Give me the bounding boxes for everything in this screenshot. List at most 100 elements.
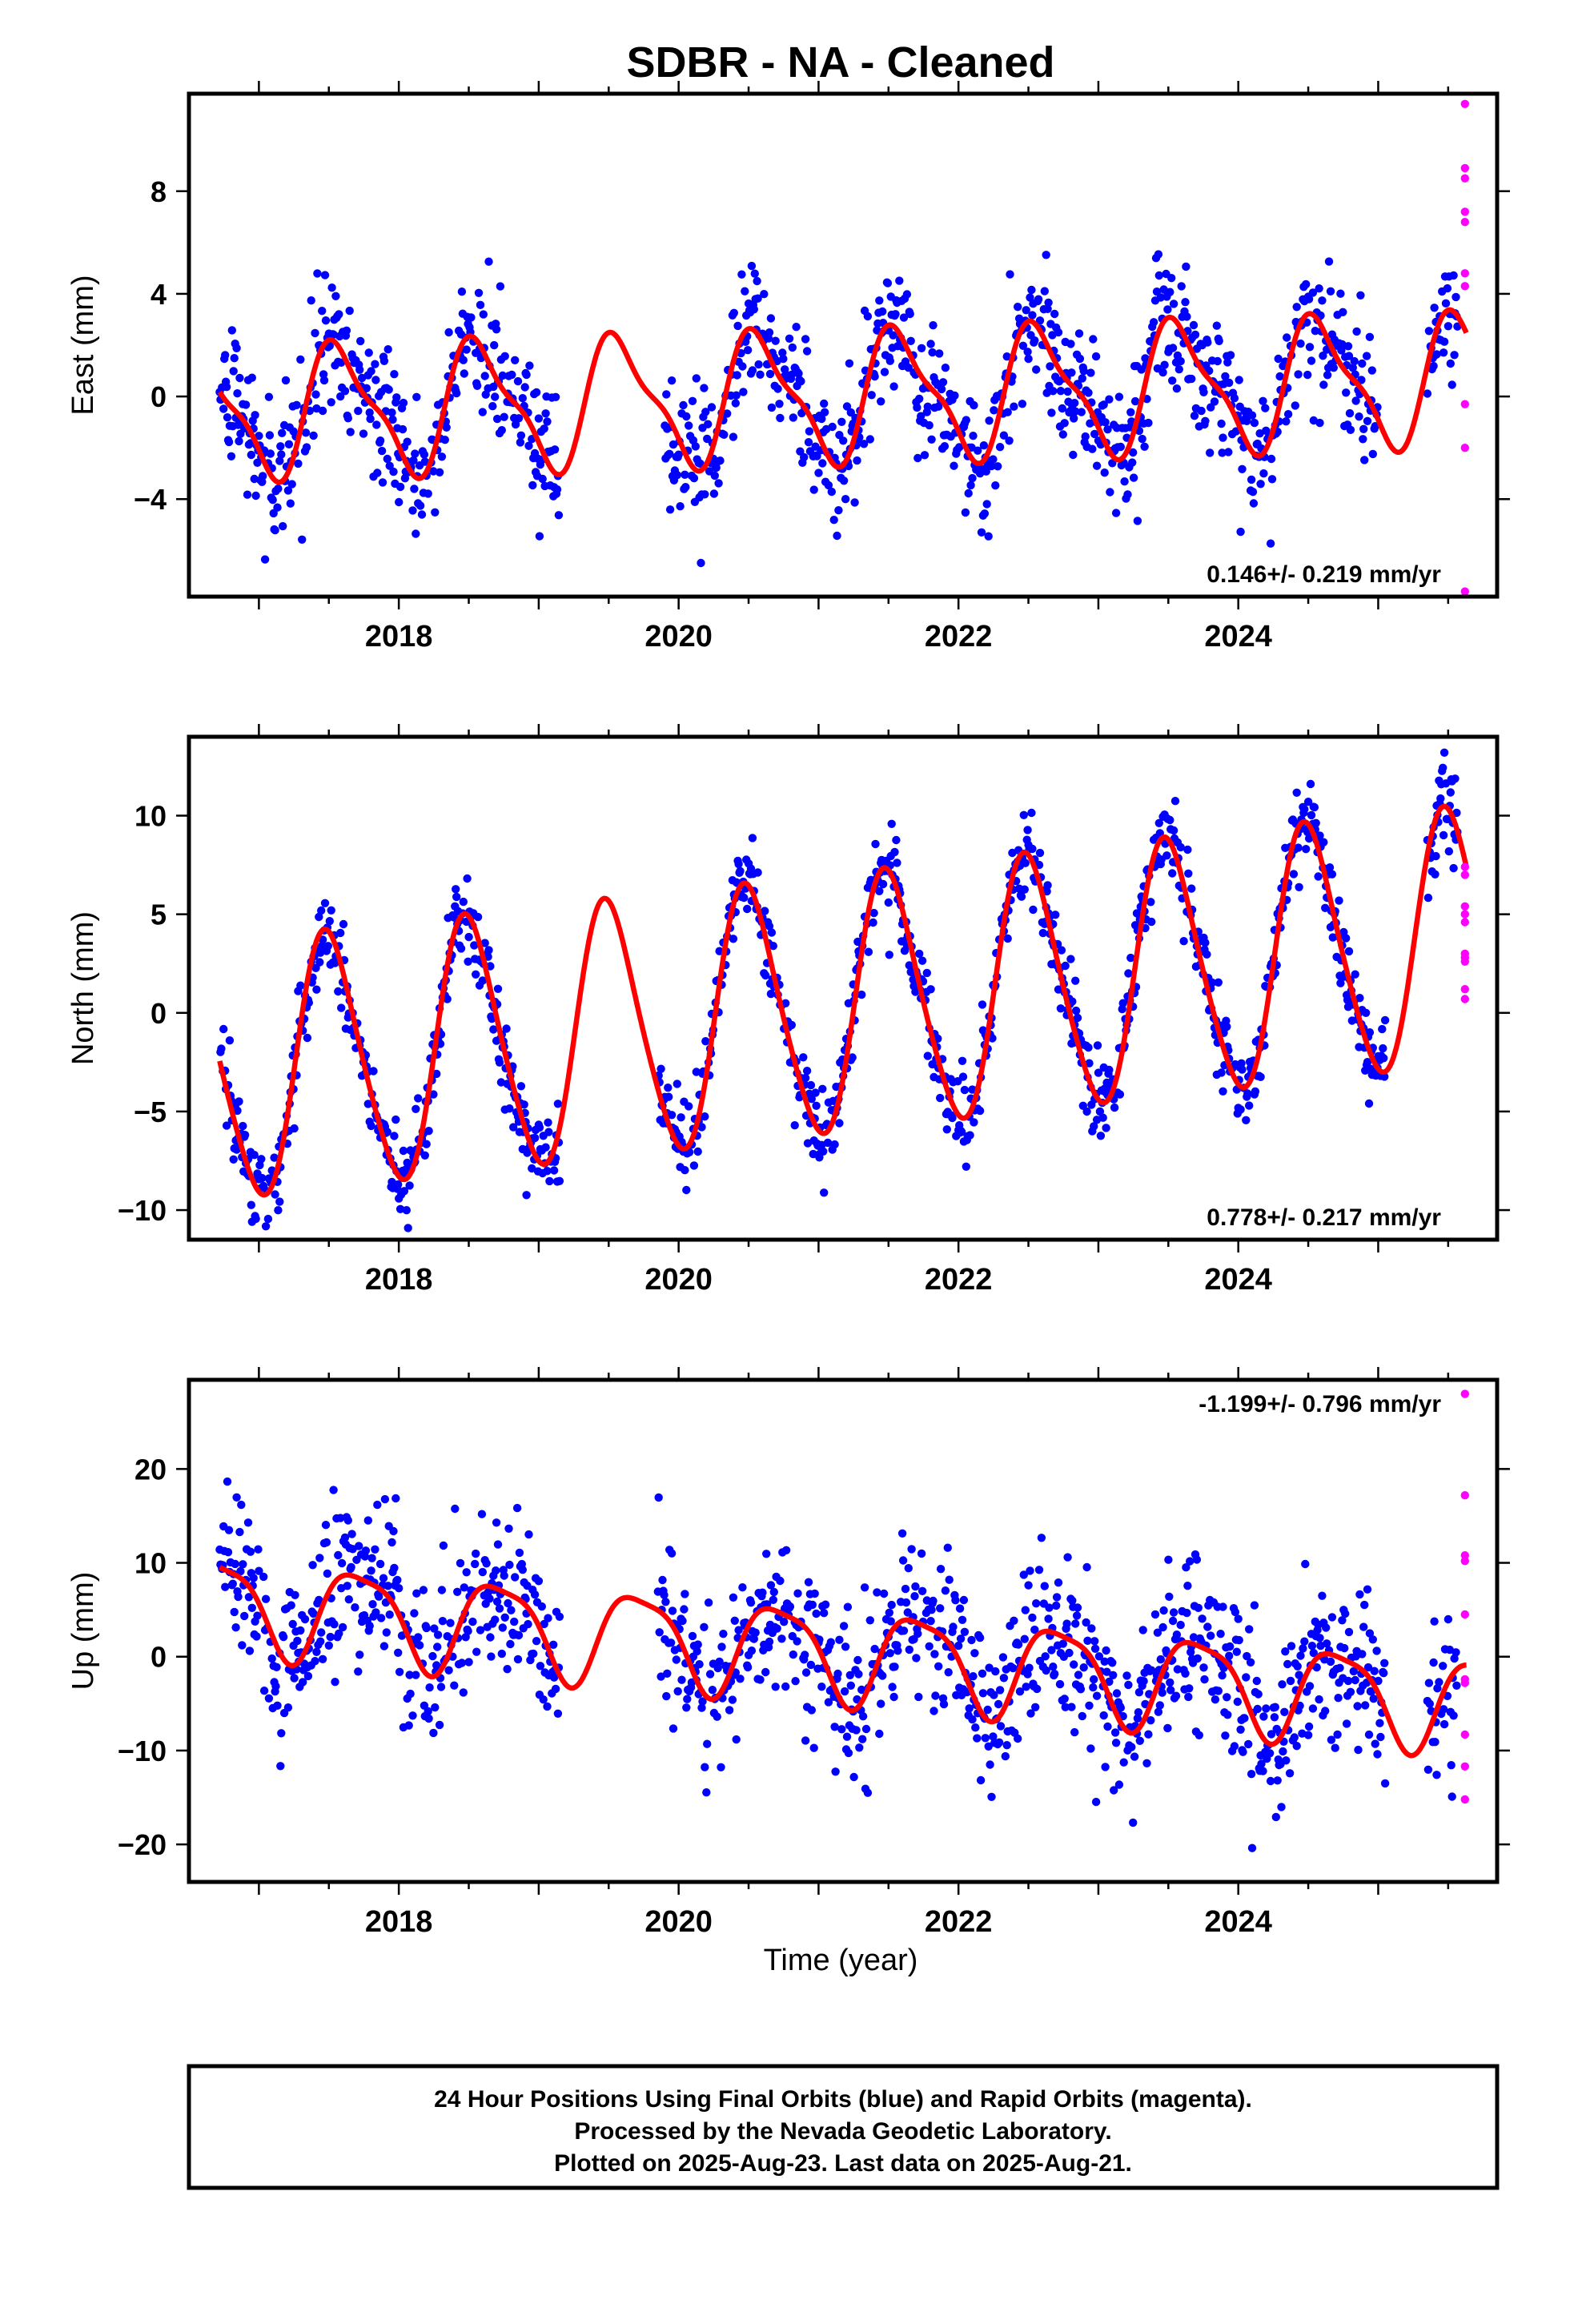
final-data-point [717,1642,726,1651]
final-data-point [1379,1669,1388,1678]
final-data-point [1093,1041,1102,1050]
final-data-point [740,893,749,903]
final-data-point [766,1581,776,1590]
final-data-point [1082,1618,1090,1627]
final-data-point [1185,1684,1194,1693]
final-data-point [1027,285,1036,295]
final-data-point [927,1606,936,1614]
final-data-point [1367,366,1377,375]
final-data-point [303,1671,313,1681]
final-data-point [1221,1731,1230,1740]
final-data-point [367,1554,376,1562]
final-data-point [365,408,374,417]
final-data-point [967,1635,976,1645]
final-data-point [1351,396,1360,405]
final-data-point [435,468,444,476]
final-data-point [284,440,294,448]
final-data-point [227,326,236,335]
final-data-point [725,1706,734,1715]
final-data-point [691,442,700,451]
final-data-point [1282,417,1291,426]
final-data-point [331,1678,339,1687]
final-data-point [929,321,938,330]
final-data-point [843,1602,853,1611]
final-data-point [241,400,251,409]
x-tick-label: 2024 [1204,620,1272,653]
final-data-point [830,1140,839,1149]
final-data-point [1044,1614,1053,1623]
final-data-point [315,1595,323,1605]
final-data-point [250,1151,259,1160]
final-data-point [982,467,991,476]
final-data-point [889,331,897,340]
final-data-point [1446,359,1456,368]
final-data-point [1303,370,1312,380]
final-data-point [812,1609,821,1618]
x-tick-label: 2018 [365,620,433,653]
final-data-point [989,455,998,464]
final-data-point [1319,352,1327,360]
final-data-point [1042,1666,1050,1675]
final-data-point [429,467,438,476]
final-data-point [970,1649,979,1658]
final-data-point [771,336,780,345]
final-data-point [1256,480,1265,489]
final-data-point [957,1128,966,1136]
final-data-point [1058,430,1068,439]
final-data-point [420,457,429,466]
final-data-point [1002,1741,1011,1750]
final-data-point [439,1541,448,1550]
final-data-point [375,1592,383,1601]
final-data-point [1379,1043,1387,1053]
final-data-point [1076,1685,1086,1694]
final-data-point [800,452,809,462]
final-data-point [983,1705,992,1715]
final-data-point [233,389,242,398]
final-data-point [1207,1631,1215,1640]
final-data-point [1280,1707,1289,1716]
final-data-point [666,1638,676,1647]
final-data-point [1432,350,1441,359]
final-data-point [732,1735,741,1744]
final-data-point [1099,400,1108,409]
x-tick-label: 2022 [925,1263,993,1297]
final-data-point [383,454,391,464]
final-data-point [235,436,243,446]
final-data-point [1050,1670,1059,1679]
final-data-point [1283,410,1293,419]
final-data-point [1133,1714,1142,1723]
x-tick-label: 2024 [1204,1905,1272,1939]
final-data-point [860,1583,869,1592]
final-data-point [959,1595,969,1605]
final-data-point [1019,1570,1029,1579]
final-data-point [1058,404,1067,413]
final-data-point [1358,1650,1367,1659]
final-data-point [379,356,389,365]
final-data-point [1235,1635,1243,1645]
final-data-point [492,414,502,424]
final-data-point [1058,1639,1068,1648]
final-data-point [1101,418,1110,427]
y-tick-label: 8 [151,175,167,208]
final-data-point [318,406,327,416]
final-data-point [343,1516,352,1525]
final-data-point [1203,950,1211,959]
final-data-point [1436,794,1445,803]
final-data-point [849,1772,858,1782]
final-data-point [222,1121,231,1130]
final-data-point [387,1538,396,1547]
final-data-point [845,359,854,368]
y-tick-label: 0 [151,997,167,1030]
final-data-point [738,1583,747,1592]
final-data-point [829,516,838,525]
final-data-point [1342,934,1351,943]
final-data-point [294,459,303,468]
final-data-point [743,904,752,914]
final-data-point [247,373,256,382]
final-data-point [679,400,688,410]
final-data-point [1271,1812,1281,1822]
final-data-point [1074,1671,1083,1679]
final-data-point [809,1743,818,1752]
final-data-point [1018,341,1028,350]
rapid-data-point [1460,918,1470,927]
